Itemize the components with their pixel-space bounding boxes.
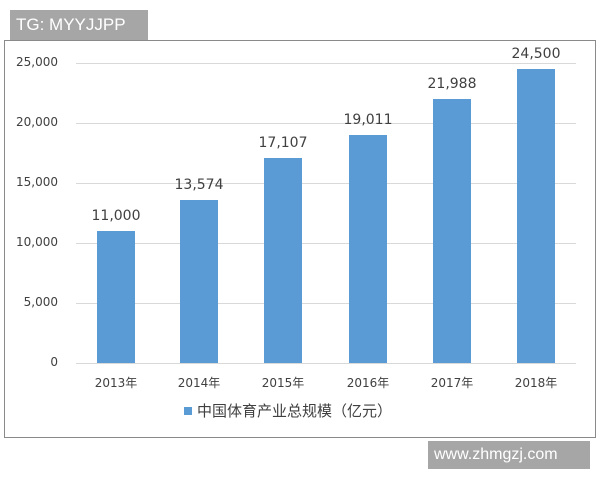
bar-data-label: 19,011: [343, 111, 393, 128]
bar: [517, 69, 555, 363]
y-tick-label: 5,000: [23, 295, 58, 309]
gridline: [76, 303, 576, 304]
y-tick-label: 10,000: [16, 235, 58, 249]
bar-data-label: 21,988: [427, 76, 477, 93]
bar: [264, 157, 302, 363]
bar: [97, 231, 135, 363]
x-tick-label: 2017年: [430, 376, 474, 390]
bar-data-label: 17,107: [258, 134, 308, 151]
x-tick-label: 2014年: [177, 376, 221, 390]
y-tick-label: 20,000: [16, 115, 58, 129]
gridline: [76, 123, 576, 124]
watermark-top: TG: MYYJJPP: [10, 10, 148, 40]
legend-label: 中国体育产业总规模（亿元）: [197, 402, 393, 420]
bar-data-label: 13,574: [174, 177, 224, 194]
gridline: [76, 243, 576, 244]
bar: [180, 200, 218, 363]
bar: [433, 99, 471, 363]
x-tick-label: 2013年: [94, 376, 138, 390]
bar: [349, 134, 387, 363]
watermark-bottom: www.zhmgzj.com: [428, 441, 590, 469]
legend: 中国体育产业总规模（亿元）: [184, 400, 392, 421]
gridline: [76, 363, 576, 364]
bar-data-label: 11,000: [91, 208, 141, 224]
bar-data-label: 24,500: [511, 46, 561, 62]
y-tick-label: 25,000: [16, 55, 58, 69]
x-tick-label: 2016年: [346, 376, 390, 390]
x-tick-label: 2018年: [514, 376, 558, 390]
x-tick-label: 2015年: [261, 376, 305, 390]
y-tick-label: 15,000: [16, 175, 58, 189]
gridline: [76, 183, 576, 184]
y-tick-label: 0: [50, 355, 58, 369]
legend-swatch-icon: [184, 406, 192, 415]
gridline: [76, 63, 576, 64]
